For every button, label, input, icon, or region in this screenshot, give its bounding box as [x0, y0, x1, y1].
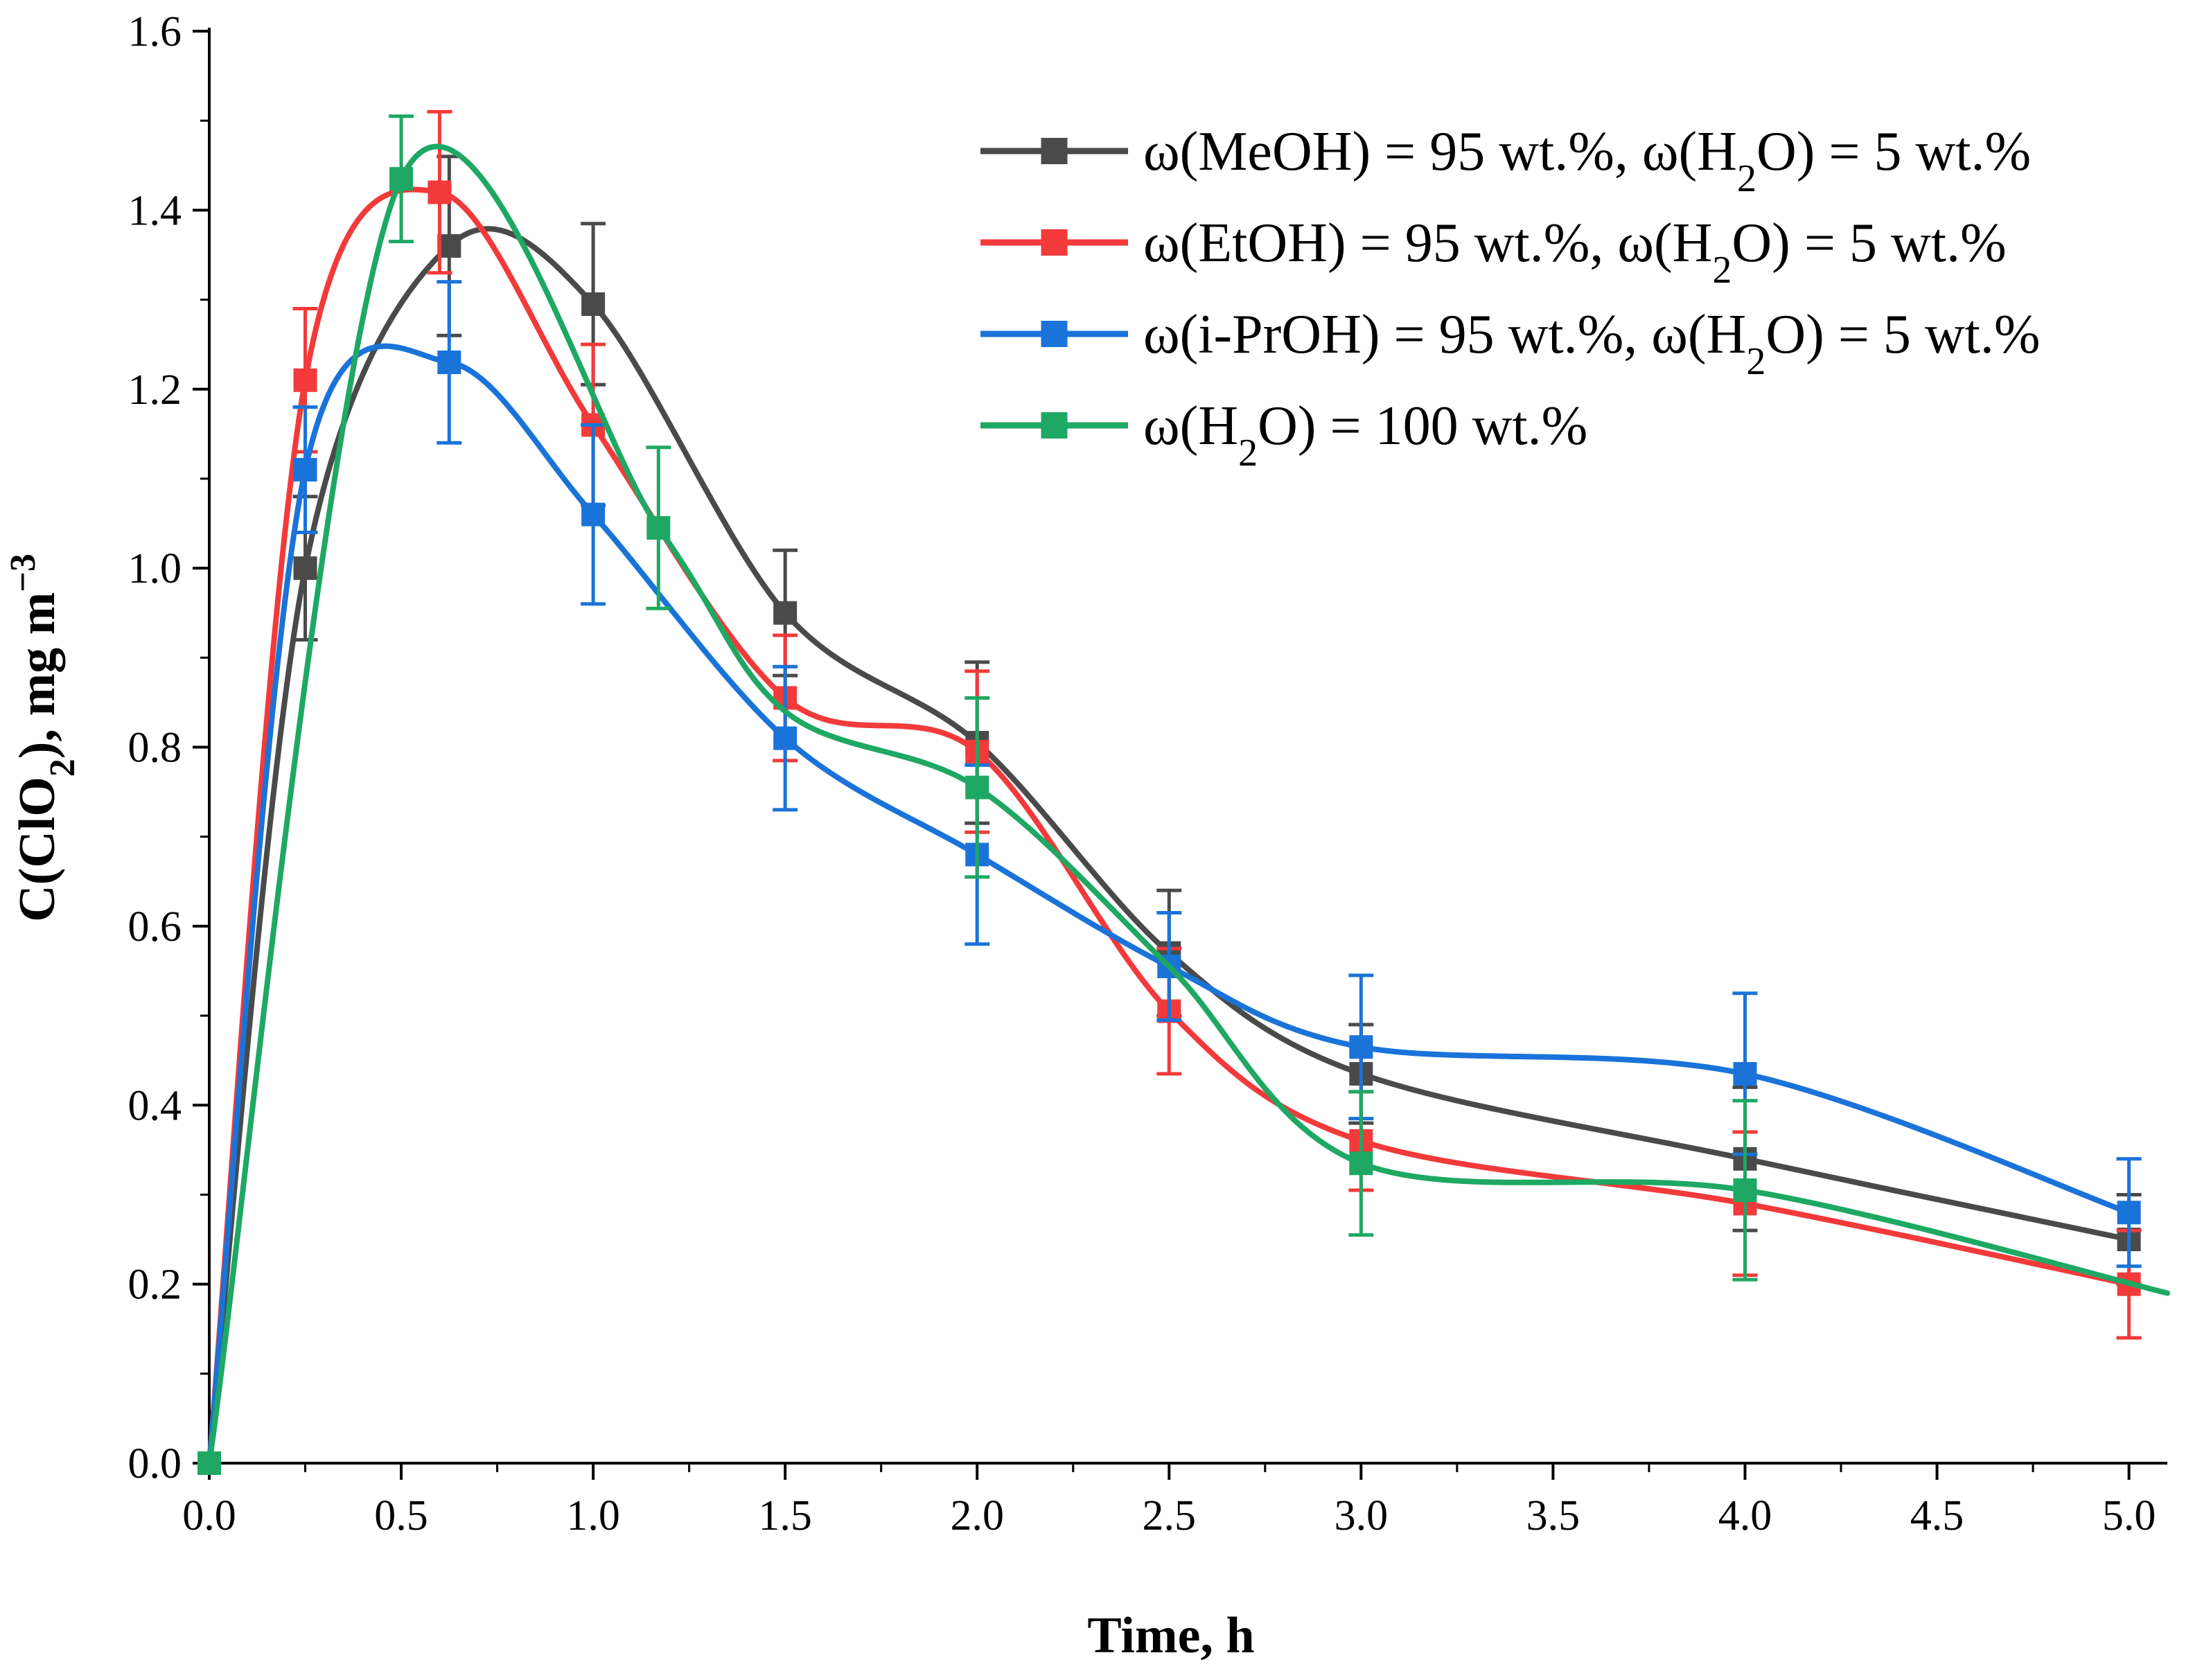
y-tick-label: 0.0 [128, 1440, 182, 1487]
legend-marker [1041, 321, 1068, 347]
y-tick-label: 1.6 [128, 8, 182, 55]
data-point [773, 726, 798, 750]
legend-marker [1041, 229, 1068, 256]
data-point [293, 368, 317, 392]
legend-label: ω(MeOH) = 95 wt.%, ω(H2O) = 5 wt.% [1143, 121, 2031, 200]
x-tick-label: 1.5 [758, 1492, 812, 1539]
y-tick-label: 0.8 [128, 725, 182, 772]
series-line [206, 143, 2170, 1466]
data-point [1733, 1062, 1757, 1086]
series-line [206, 343, 2132, 1466]
series-i-proh [197, 280, 2142, 1475]
legend-label: ω(H2O) = 100 wt.% [1143, 396, 1587, 475]
x-tick-label: 3.0 [1335, 1492, 1389, 1539]
data-point [437, 350, 461, 374]
x-tick-label: 5.0 [2102, 1492, 2156, 1539]
y-tick-label: 1.0 [128, 545, 182, 592]
x-tick-label: 2.5 [1143, 1492, 1197, 1539]
legend-label: ω(EtOH) = 95 wt.%, ω(H2O) = 5 wt.% [1143, 213, 2007, 292]
y-tick-label: 0.4 [128, 1082, 182, 1129]
legend: ω(MeOH) = 95 wt.%, ω(H2O) = 5 wt.% ω(EtOH… [980, 121, 2040, 475]
data-point [646, 515, 671, 540]
legend-item-meoh: ω(MeOH) = 95 wt.%, ω(H2O) = 5 wt.% [980, 121, 2031, 200]
data-point [293, 458, 317, 482]
x-tick-label: 4.5 [1910, 1492, 1964, 1539]
data-point [437, 234, 461, 258]
legend-marker [1041, 138, 1068, 164]
x-tick-label: 4.0 [1718, 1492, 1772, 1539]
series-line [206, 186, 2132, 1466]
data-point [773, 601, 798, 625]
data-point [293, 556, 317, 581]
x-tick-label: 2.0 [950, 1492, 1004, 1539]
legend-item-i-proh: ω(i-PrOH) = 95 wt.%, ω(H2O) = 5 wt.% [980, 304, 2040, 383]
data-point [581, 502, 606, 527]
data-point [197, 1451, 221, 1475]
y-axis-title: C(ClO2), mg m−3 [3, 554, 82, 922]
data-point [965, 775, 989, 799]
x-axis-title: Time, h [1087, 1607, 1254, 1664]
series-layer [197, 109, 2170, 1475]
y-tick-label: 0.6 [128, 903, 182, 950]
y-tick-label: 1.2 [128, 366, 182, 414]
y-tick-label: 1.4 [128, 187, 182, 234]
series-h2o [197, 114, 2170, 1475]
legend-item-etoh: ω(EtOH) = 95 wt.%, ω(H2O) = 5 wt.% [980, 213, 2007, 292]
x-tick-label: 1.0 [566, 1492, 620, 1539]
data-point [389, 167, 414, 191]
x-tick-label: 0.5 [374, 1492, 428, 1539]
legend-marker [1041, 412, 1068, 439]
axes-layer: 0.0 0.5 1.0 1.5 2.0 2.5 3.0 3.5 4.0 4.5 5.0 0.0 0.2 0… [128, 8, 2167, 1539]
data-point [2117, 1201, 2141, 1225]
data-point [428, 180, 452, 204]
x-tick-label: 3.5 [1526, 1492, 1580, 1539]
data-point [1349, 1035, 1373, 1059]
data-point [1733, 1178, 1757, 1202]
legend-item-h2o: ω(H2O) = 100 wt.% [980, 396, 1587, 475]
data-point [581, 292, 606, 317]
data-point [1349, 1151, 1373, 1176]
x-tick-label: 0.0 [182, 1492, 236, 1539]
y-tick-label: 0.2 [128, 1262, 182, 1309]
legend-label: ω(i-PrOH) = 95 wt.%, ω(H2O) = 5 wt.% [1143, 304, 2040, 383]
